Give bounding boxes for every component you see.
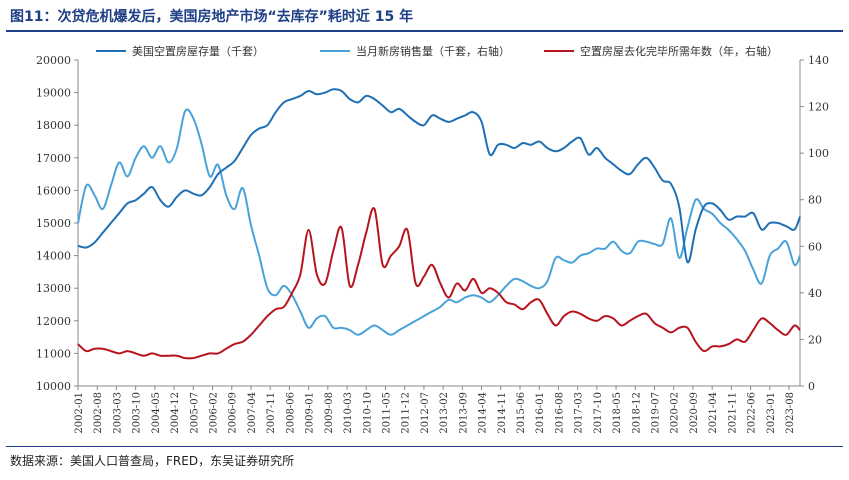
series-line-vacant-stock xyxy=(77,88,801,264)
legend-label: 空置房屋去化完毕所需年数（年，右轴） xyxy=(580,44,778,58)
x-tick-label: 2002-01 xyxy=(74,392,85,434)
x-tick-label: 2014-11 xyxy=(497,392,508,434)
x-tick-label: 2022-06 xyxy=(747,392,758,434)
x-tick-label: 2007-11 xyxy=(266,392,277,434)
x-tick-label: 2011-12 xyxy=(401,392,412,434)
right-tick-label: 120 xyxy=(808,101,829,114)
x-tick-label: 2013-02 xyxy=(439,392,450,434)
right-tick-label: 40 xyxy=(808,287,822,300)
left-tick-label: 11000 xyxy=(36,347,71,360)
x-tick-label: 2006-09 xyxy=(228,392,239,434)
x-tick-label: 2023-08 xyxy=(785,392,796,434)
x-tick-label: 2017-03 xyxy=(574,392,585,434)
left-tick-label: 14000 xyxy=(36,250,71,263)
x-tick-label: 2011-05 xyxy=(381,392,392,434)
right-tick-label: 0 xyxy=(808,380,815,393)
x-tick-label: 2007-04 xyxy=(247,392,258,434)
right-tick-label: 140 xyxy=(808,54,829,67)
series-line-new-home-sales xyxy=(77,108,801,336)
x-tick-label: 2004-12 xyxy=(170,392,181,434)
chart-canvas: 10000 11000 12000 13000 14000 15000 16000 17000… xyxy=(36,44,829,434)
x-tick-label: 2010-03 xyxy=(343,392,354,434)
left-tick-label: 13000 xyxy=(36,282,71,295)
x-tick-label: 2009-08 xyxy=(324,392,335,434)
x-tick-label: 2017-10 xyxy=(593,392,604,434)
x-tick-label: 2018-05 xyxy=(612,392,623,434)
right-tick-label: 60 xyxy=(808,240,822,253)
source-divider xyxy=(6,446,843,447)
x-tick-label: 2010-10 xyxy=(362,392,373,434)
left-tick-label: 12000 xyxy=(36,315,71,328)
x-tick-label: 2003-03 xyxy=(112,392,123,434)
left-tick-label: 20000 xyxy=(36,54,71,67)
x-tick-label: 2020-02 xyxy=(670,392,681,434)
chart-series xyxy=(77,88,801,360)
x-tick-label: 2023-01 xyxy=(766,392,777,434)
series-line-years-to-clear xyxy=(77,207,801,360)
x-tick-label: 2013-09 xyxy=(458,392,469,434)
source-note: 数据来源：美国人口普查局，FRED，东吴证券研究所 xyxy=(10,454,295,468)
x-tick-label: 2021-11 xyxy=(727,392,738,434)
x-tick-label: 2021-04 xyxy=(708,392,719,434)
x-tick-label: 2003-10 xyxy=(132,392,143,434)
left-tick-label: 10000 xyxy=(36,380,71,393)
left-tick-label: 17000 xyxy=(36,152,71,165)
left-tick-label: 16000 xyxy=(36,184,71,197)
x-tick-label: 2020-09 xyxy=(689,392,700,434)
x-tick-label: 2002-08 xyxy=(93,392,104,434)
x-tick-label: 2014-04 xyxy=(478,392,489,434)
chart-axes: 10000 11000 12000 13000 14000 15000 16000 17000… xyxy=(36,54,829,434)
x-tick-label: 2016-08 xyxy=(554,392,565,434)
x-tick-label: 2018-12 xyxy=(631,392,642,434)
x-tick-label: 2012-07 xyxy=(420,392,431,434)
x-tick-label: 2009-01 xyxy=(305,392,316,434)
x-tick-label: 2008-06 xyxy=(285,392,296,434)
x-tick-label: 2019-07 xyxy=(651,392,662,434)
left-tick-label: 19000 xyxy=(36,87,71,100)
chart-title: 图11：次贷危机爆发后，美国房地产市场“去库存”耗时近 15 年 xyxy=(10,9,414,25)
title-divider xyxy=(6,30,843,32)
right-tick-label: 80 xyxy=(808,194,822,207)
x-tick-label: 2004-05 xyxy=(151,392,162,434)
x-tick-label: 2005-07 xyxy=(189,392,200,434)
right-tick-label: 100 xyxy=(808,147,829,160)
legend-label: 美国空置房屋存量（千套） xyxy=(132,44,264,58)
right-tick-label: 20 xyxy=(808,333,822,346)
left-tick-label: 15000 xyxy=(36,217,71,230)
x-tick-label: 2006-02 xyxy=(209,392,220,434)
x-tick-label: 2016-01 xyxy=(535,392,546,434)
left-tick-label: 18000 xyxy=(36,119,71,132)
x-tick-label: 2015-06 xyxy=(516,392,527,434)
chart-legend: 美国空置房屋存量（千套） 当月新房销售量（千套，右轴） 空置房屋去化完毕所需年数（年… xyxy=(96,44,778,58)
legend-label: 当月新房销售量（千套，右轴） xyxy=(356,44,510,58)
